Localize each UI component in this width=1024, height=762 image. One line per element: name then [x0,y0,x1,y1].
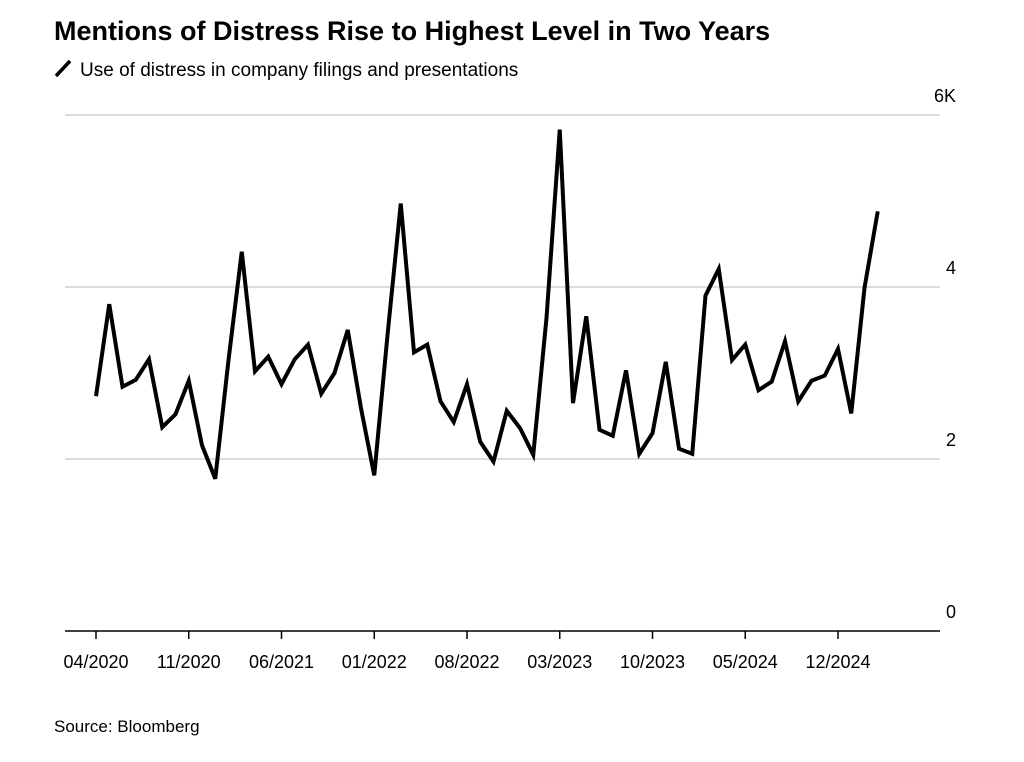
x-tick-label: 01/2022 [342,652,407,672]
x-tick-label: 10/2023 [620,652,685,672]
x-tick-label: 08/2022 [434,652,499,672]
y-tick-label: 6K [934,86,956,106]
line-series [94,129,880,480]
x-tick-label: 12/2024 [805,652,870,672]
chart-title: Mentions of Distress Rise to Highest Lev… [54,16,770,46]
legend-label: Use of distress in company filings and p… [80,60,518,81]
y-tick-label: 0 [946,602,956,622]
x-tick-label: 04/2020 [63,652,128,672]
source: Source: Bloomberg [54,717,200,736]
x-tick-label: 03/2023 [527,652,592,672]
x-tick-label: 05/2024 [713,652,778,672]
x-tick-label: 11/2020 [157,652,221,672]
legend-swatch [54,59,72,78]
x-tick-label: 06/2021 [249,652,314,672]
y-tick-label: 4 [946,258,956,278]
y-tick-label: 2 [946,430,956,450]
